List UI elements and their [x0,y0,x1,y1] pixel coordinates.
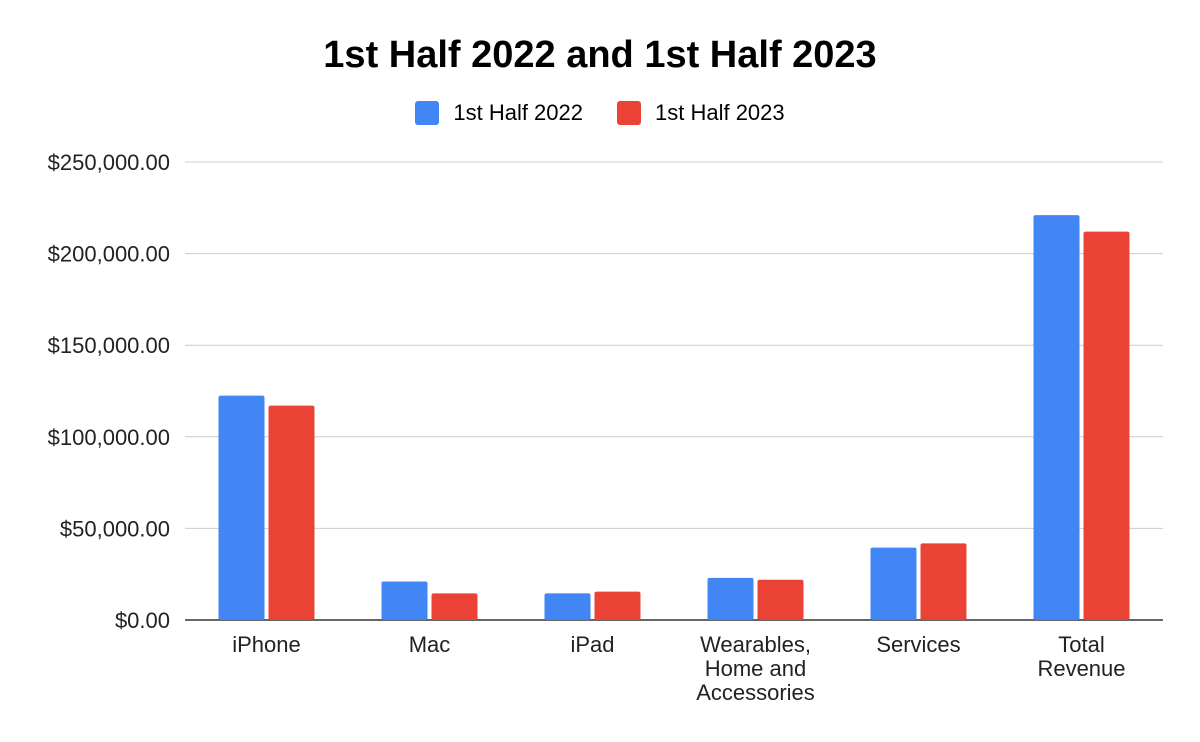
legend-label-series-2: 1st Half 2023 [655,100,785,125]
bar [920,543,967,620]
legend-swatch-series-2 [617,101,641,125]
y-tick-label: $200,000.00 [48,242,170,267]
y-tick-label: $250,000.00 [48,150,170,175]
legend-item-series-1[interactable]: 1st Half 2022 [415,98,583,128]
bar [1083,231,1130,620]
y-tick-label: $50,000.00 [60,516,170,541]
y-tick-label: $0.00 [115,608,170,633]
legend-swatch-series-1 [415,101,440,125]
legend-label-series-1: 1st Half 2022 [453,100,583,125]
legend-item-series-2[interactable]: 1st Half 2023 [617,98,785,128]
bar [757,579,804,620]
y-tick-label: $100,000.00 [48,425,170,450]
legend: 1st Half 2022 1st Half 2023 [0,98,1200,128]
bar [594,591,641,620]
bar [544,593,591,620]
x-tick-label: Mac [409,632,451,657]
bar [431,593,478,620]
bar [218,395,265,620]
x-tick-label: iPhone [232,632,301,657]
bar [381,581,428,620]
bar [268,405,315,620]
bar [870,547,917,620]
x-tick-label: Total Revenue [1037,632,1125,681]
chart-title: 1st Half 2022 and 1st Half 2023 [323,34,877,76]
y-tick-label: $150,000.00 [48,333,170,358]
x-tick-label: Wearables, Home and Accessories [696,632,815,705]
x-tick-label: Services [876,632,960,657]
bar [1033,215,1080,621]
bar [707,577,754,620]
x-tick-label: iPad [570,632,614,657]
